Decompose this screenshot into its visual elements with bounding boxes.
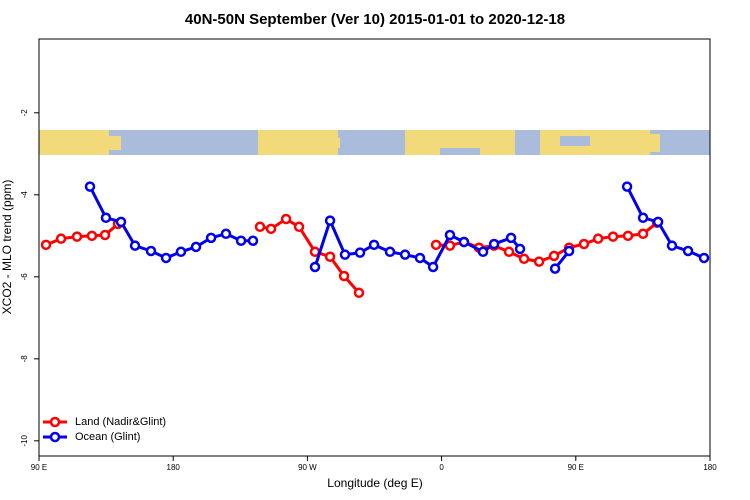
point [578, 238, 590, 250]
point [129, 240, 141, 251]
x-tick-label: 180 [703, 463, 717, 472]
point [100, 212, 112, 224]
point [115, 216, 127, 228]
point [220, 228, 232, 240]
point [280, 213, 292, 225]
point [145, 245, 157, 257]
point [247, 235, 259, 246]
y-tick-label: -8 [20, 355, 29, 363]
point [99, 229, 111, 241]
point [518, 253, 530, 265]
point [514, 243, 526, 255]
point [71, 231, 83, 242]
point [40, 239, 52, 251]
point [309, 261, 321, 273]
point [293, 221, 305, 233]
point [682, 245, 694, 257]
legend-label: Ocean (Glint) [75, 431, 140, 443]
chart-title: 40N-50N September (Ver 10) 2015-01-01 to… [185, 11, 565, 28]
point [430, 239, 442, 251]
point [368, 239, 380, 251]
point [235, 235, 247, 246]
point [190, 241, 202, 253]
point [339, 249, 351, 260]
y-axis-label: XCO2 - MLO trend (ppm) [0, 180, 14, 315]
point [477, 246, 489, 258]
x-axis-label: Longitude (deg E) [327, 476, 422, 490]
y-tick-label: -6 [20, 273, 29, 281]
point [652, 216, 664, 228]
legend-label: Land (Nadir&Glint) [75, 416, 166, 428]
point [55, 233, 67, 244]
legend-marker [49, 431, 61, 443]
x-tick-label: 90 E [568, 463, 584, 472]
y-tick-label: -4 [20, 191, 29, 199]
point [563, 245, 575, 257]
point [384, 246, 396, 258]
point [458, 236, 470, 248]
point [427, 261, 439, 273]
point [324, 215, 336, 226]
point [505, 232, 517, 244]
point [86, 230, 98, 242]
x-tick-label: 180 [167, 463, 181, 472]
point [488, 238, 500, 250]
map-strip [39, 130, 710, 155]
point [399, 249, 411, 260]
point [607, 231, 619, 242]
point [549, 263, 561, 274]
point [324, 251, 336, 262]
point [354, 247, 366, 258]
point [265, 223, 277, 235]
point [548, 250, 560, 262]
point [160, 252, 172, 264]
point [622, 230, 634, 242]
point [533, 256, 545, 267]
point [666, 240, 678, 251]
point [698, 252, 710, 264]
y-tick-label: -2 [20, 109, 29, 117]
point [205, 232, 217, 244]
point [353, 287, 365, 299]
point [503, 246, 515, 258]
x-tick-label: 90 W [298, 463, 317, 472]
point [254, 221, 266, 233]
point [637, 212, 649, 224]
point [444, 229, 456, 241]
y-tick-label: -10 [20, 434, 29, 446]
point [592, 233, 604, 244]
x-tick-label: 90 E [31, 463, 47, 472]
point [637, 228, 649, 240]
point [621, 181, 633, 192]
point [175, 246, 187, 258]
x-tick-label: 0 [439, 463, 444, 472]
point [414, 252, 426, 264]
point [338, 270, 350, 282]
legend-marker [49, 416, 61, 428]
point [84, 181, 96, 192]
plot-frame [38, 38, 711, 457]
